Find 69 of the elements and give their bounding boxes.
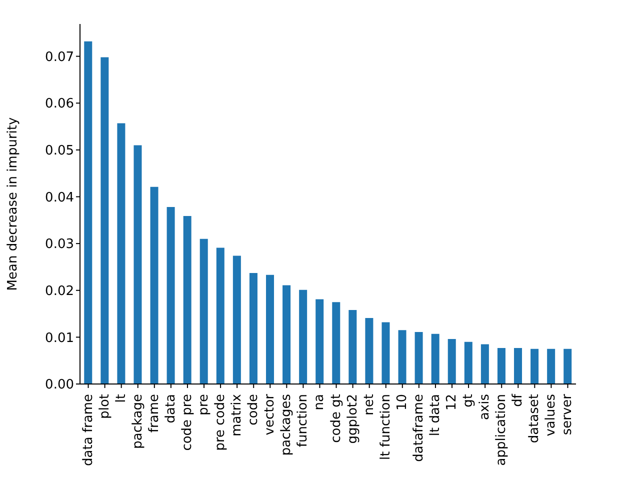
bar	[398, 330, 406, 384]
bar	[382, 322, 390, 384]
x-tick-label: df	[510, 394, 526, 407]
x-tick-label: values	[544, 394, 559, 436]
bar	[547, 348, 556, 384]
x-tick-label: 12	[444, 394, 460, 411]
x-tick-label: package	[130, 394, 146, 449]
x-tick-label: gt	[461, 394, 476, 408]
x-tick-label: code pre	[180, 394, 195, 451]
bar	[249, 273, 258, 384]
x-tick-label: plot	[97, 394, 112, 419]
x-tick-label: code gt	[328, 394, 344, 443]
bar	[150, 186, 158, 384]
x-tick-label: function	[296, 394, 311, 448]
bar	[365, 318, 374, 384]
bar	[530, 348, 539, 384]
bar	[84, 41, 92, 384]
bar	[497, 348, 506, 384]
x-tick-label: na	[312, 394, 328, 410]
x-tick-label: lt	[114, 394, 129, 403]
x-tick-label: data	[163, 394, 178, 424]
bar	[348, 310, 357, 384]
bar	[514, 348, 522, 384]
x-tick-label: frame	[146, 394, 162, 433]
bar	[431, 334, 440, 384]
bar	[282, 285, 291, 384]
x-tick-label: matrix	[230, 394, 245, 436]
x-tick-label: ggplot2	[345, 394, 360, 444]
x-tick-label: dataset	[527, 394, 542, 444]
x-tick-label: dataframe	[411, 394, 426, 462]
x-tick-label: axis	[478, 394, 493, 420]
x-tick-label: 10	[394, 394, 410, 411]
bar	[266, 274, 274, 384]
bar	[183, 216, 192, 384]
bar	[299, 290, 308, 384]
y-axis-title: Mean decrease in impurity	[6, 117, 21, 291]
x-tick-label: lt function	[378, 394, 394, 460]
bar	[100, 57, 109, 384]
bar	[200, 238, 208, 384]
bar	[134, 145, 142, 384]
bar	[316, 299, 324, 384]
bar	[564, 348, 572, 384]
y-tick-label: 0.01	[45, 330, 74, 346]
bar	[332, 302, 340, 384]
bar	[166, 207, 175, 384]
bar	[232, 256, 241, 384]
bar	[414, 332, 423, 384]
y-tick-label: 0.06	[45, 96, 74, 112]
x-tick-label: server	[560, 393, 576, 436]
x-tick-label: pre	[196, 394, 212, 416]
y-tick-label: 0.05	[45, 144, 74, 159]
y-tick-label: 0.07	[45, 50, 74, 65]
bar	[448, 339, 456, 384]
bar	[480, 344, 489, 384]
y-tick-label: 0.02	[45, 284, 74, 299]
x-tick-label: code	[246, 394, 262, 426]
x-tick-label: pre code	[213, 394, 228, 451]
bar	[464, 342, 472, 384]
y-tick-label: 0.03	[45, 237, 74, 252]
x-tick-label: application	[494, 394, 510, 466]
bar	[117, 123, 126, 384]
x-tick-label: lt data	[428, 394, 443, 436]
x-tick-label: vector	[262, 393, 278, 436]
x-tick-label: packages	[279, 394, 294, 456]
y-tick-label: 0.00	[45, 378, 74, 393]
x-tick-label: net	[362, 394, 377, 416]
y-tick-label: 0.04	[45, 190, 74, 206]
bar	[216, 248, 224, 384]
x-tick-label: data frame	[80, 394, 96, 466]
